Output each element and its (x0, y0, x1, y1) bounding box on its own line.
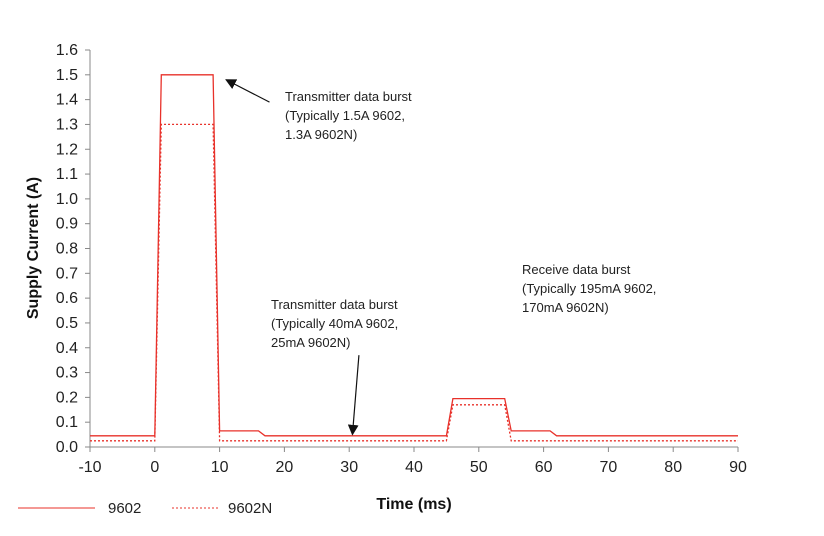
y-tick-label: 1.6 (56, 42, 78, 59)
annotation-line: Transmitter data burst (285, 89, 412, 104)
annotation-tx-burst-low: Transmitter data burst (Typically 40mA 9… (271, 297, 402, 436)
annotation-line: (Typically 195mA 9602, (522, 281, 656, 296)
x-ticks: -10 0 10 20 30 40 50 60 70 80 90 (78, 447, 747, 476)
annotation-line: Receive data burst (522, 262, 631, 277)
annotation-line: 170mA 9602N) (522, 300, 609, 315)
y-tick-label: 1.4 (56, 92, 78, 109)
x-tick-label: 70 (600, 459, 618, 476)
annotation-line: (Typically 1.5A 9602, (285, 108, 405, 123)
annotation-rx-burst: Receive data burst (Typically 195mA 9602… (522, 262, 660, 315)
x-tick-label: 80 (664, 459, 682, 476)
y-tick-label: 0.4 (56, 340, 78, 357)
svg-text:Receive data burst (Typi: Receive data burst (Typically 195mA 9602… (522, 262, 660, 315)
x-tick-label: 90 (729, 459, 747, 476)
y-tick-label: 0.3 (56, 365, 78, 382)
y-tick-label: 0.1 (56, 414, 78, 431)
y-tick-label: 1.0 (56, 191, 78, 208)
series-line-9602 (90, 74, 738, 437)
legend-label: 9602N (228, 500, 272, 517)
plot-area: 0.0 0.1 0.2 0.3 0.4 0.5 0.6 0.7 0.8 0.9 1.0 1.1 1.2 1… (56, 42, 747, 476)
y-tick-label: 0.5 (56, 315, 78, 332)
x-tick-label: 30 (340, 459, 358, 476)
y-tick-label: 1.5 (56, 67, 78, 84)
y-tick-label: 0.6 (56, 290, 78, 307)
annotation-line: 1.3A 9602N) (285, 127, 357, 142)
y-tick-label: 1.1 (56, 166, 78, 183)
annotation-tx-burst-high: Transmitter data burst (Typically 1.5A 9… (225, 79, 415, 142)
y-tick-label: 0.9 (56, 216, 78, 233)
x-tick-label: 60 (535, 459, 553, 476)
y-tick-label: 0.7 (56, 265, 78, 282)
y-tick-label: 1.3 (56, 116, 78, 133)
annotation-line: (Typically 40mA 9602, (271, 316, 398, 331)
legend: 9602 9602N (18, 500, 272, 517)
y-axis-title: Supply Current (A) (25, 177, 42, 319)
y-tick-label: 1.2 (56, 141, 78, 158)
annotation-arrow (225, 79, 270, 103)
legend-item-9602N: 9602N (172, 500, 272, 517)
annotation-line: 25mA 9602N) (271, 335, 351, 350)
x-tick-label: -10 (78, 459, 101, 476)
series-layer (90, 74, 738, 442)
x-tick-label: 40 (405, 459, 423, 476)
annotation-line: Transmitter data burst (271, 297, 398, 312)
annotation-arrow (347, 355, 360, 436)
x-tick-label: 50 (470, 459, 488, 476)
x-tick-label: 10 (211, 459, 229, 476)
legend-item-9602: 9602 (18, 500, 141, 517)
y-tick-label: 0.8 (56, 241, 78, 258)
x-tick-label: 0 (150, 459, 159, 476)
svg-text:Transmitter data burst (: Transmitter data burst (Typically 40mA 9… (271, 297, 402, 350)
y-tick-label: 0.2 (56, 389, 78, 406)
legend-label: 9602 (108, 500, 141, 517)
y-ticks: 0.0 0.1 0.2 0.3 0.4 0.5 0.6 0.7 0.8 0.9 1.0 1.1 1.2 1… (56, 42, 90, 456)
svg-text:Transmitter data burst (: Transmitter data burst (Typically 1.5A 9… (285, 89, 415, 142)
y-tick-label: 0.0 (56, 439, 78, 456)
x-axis-title: Time (ms) (376, 496, 451, 513)
x-tick-label: 20 (276, 459, 294, 476)
